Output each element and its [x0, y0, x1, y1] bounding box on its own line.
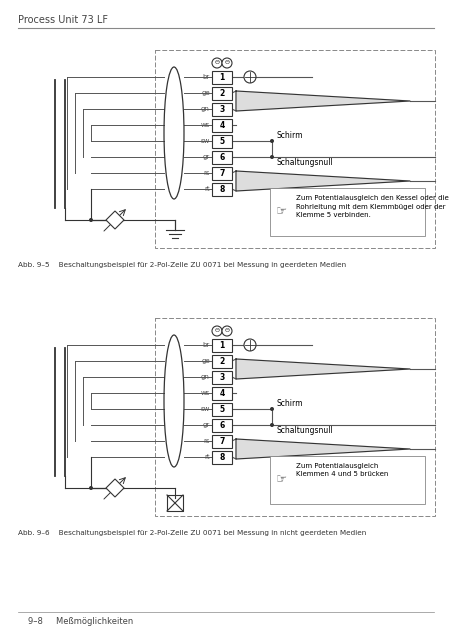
- Circle shape: [212, 58, 221, 68]
- Text: 7: 7: [219, 168, 224, 177]
- Bar: [212, 102, 231, 115]
- Text: 2: 2: [219, 88, 224, 97]
- Text: rs: rs: [203, 438, 210, 444]
- Text: gr: gr: [202, 154, 210, 160]
- Text: gn: gn: [201, 374, 210, 380]
- Bar: [212, 339, 231, 351]
- Text: 5: 5: [219, 136, 224, 145]
- Polygon shape: [235, 439, 409, 459]
- Text: sw: sw: [200, 406, 210, 412]
- Text: ws: ws: [200, 122, 210, 128]
- Bar: [212, 371, 231, 383]
- Bar: [212, 86, 231, 99]
- Text: ge: ge: [201, 358, 210, 364]
- Text: Schirm: Schirm: [276, 399, 303, 408]
- Text: gn: gn: [201, 106, 210, 112]
- Bar: [212, 355, 231, 367]
- Text: 2: 2: [219, 356, 224, 365]
- Text: rt: rt: [204, 454, 210, 460]
- Circle shape: [269, 139, 273, 143]
- Text: 8: 8: [219, 452, 224, 461]
- Polygon shape: [235, 359, 409, 379]
- Text: 6: 6: [219, 420, 224, 429]
- Bar: [212, 403, 231, 415]
- Bar: [212, 451, 231, 463]
- Bar: [269, 188, 424, 236]
- Text: ☞: ☞: [276, 205, 287, 218]
- Text: 9–8     Meßmöglichkeiten: 9–8 Meßmöglichkeiten: [28, 618, 133, 627]
- Text: 3: 3: [219, 372, 224, 381]
- Bar: [212, 166, 231, 179]
- Text: Abb. 9–6    Beschaltungsbeispiel für 2-Pol-Zelle ZU 0071 bei Messung in nicht ge: Abb. 9–6 Beschaltungsbeispiel für 2-Pol-…: [18, 530, 365, 536]
- Circle shape: [269, 407, 273, 411]
- Polygon shape: [235, 171, 409, 191]
- Text: 4: 4: [219, 388, 224, 397]
- Text: 7: 7: [219, 436, 224, 445]
- Text: br: br: [202, 74, 210, 80]
- Bar: [155, 50, 434, 248]
- Text: 1: 1: [219, 340, 224, 349]
- Bar: [269, 456, 424, 504]
- Text: Abb. 9–5    Beschaltungsbeispiel für 2-Pol-Zelle ZU 0071 bei Messung in geerdete: Abb. 9–5 Beschaltungsbeispiel für 2-Pol-…: [18, 262, 345, 268]
- Text: 5: 5: [219, 404, 224, 413]
- Bar: [212, 387, 231, 399]
- Circle shape: [244, 71, 255, 83]
- Text: Zum Potentialausgleich
Klemmen 4 und 5 brücken: Zum Potentialausgleich Klemmen 4 und 5 b…: [295, 463, 387, 477]
- Circle shape: [244, 339, 255, 351]
- Polygon shape: [106, 479, 124, 497]
- Bar: [212, 150, 231, 163]
- Bar: [155, 318, 434, 516]
- Text: Θ: Θ: [214, 328, 219, 333]
- Text: gr: gr: [202, 422, 210, 428]
- Text: Schaltungsnull: Schaltungsnull: [276, 426, 333, 435]
- Text: Schirm: Schirm: [276, 131, 303, 140]
- Text: Θ: Θ: [224, 328, 229, 333]
- Text: Θ: Θ: [214, 61, 219, 65]
- Text: Θ: Θ: [224, 61, 229, 65]
- Bar: [212, 134, 231, 147]
- Circle shape: [221, 326, 231, 336]
- Polygon shape: [106, 211, 124, 229]
- Text: ☞: ☞: [276, 474, 287, 486]
- Bar: [212, 419, 231, 431]
- Text: rs: rs: [203, 170, 210, 176]
- Bar: [212, 182, 231, 195]
- Text: 8: 8: [219, 184, 224, 193]
- Text: 6: 6: [219, 152, 224, 161]
- Bar: [212, 70, 231, 83]
- Text: Process Unit 73 LF: Process Unit 73 LF: [18, 15, 108, 25]
- Polygon shape: [235, 91, 409, 111]
- Text: br: br: [202, 342, 210, 348]
- Circle shape: [269, 423, 273, 427]
- Circle shape: [89, 486, 93, 490]
- Text: 3: 3: [219, 104, 224, 113]
- Circle shape: [269, 155, 273, 159]
- Text: Schaltungsnull: Schaltungsnull: [276, 158, 333, 167]
- Circle shape: [89, 218, 93, 222]
- Circle shape: [212, 326, 221, 336]
- Text: ge: ge: [201, 90, 210, 96]
- Text: 4: 4: [219, 120, 224, 129]
- Text: Zum Potentialausgleich den Kessel oder die
Rohrleitung mit dem Klemmbügel oder d: Zum Potentialausgleich den Kessel oder d…: [295, 195, 448, 218]
- Text: ws: ws: [200, 390, 210, 396]
- Circle shape: [221, 58, 231, 68]
- Text: rt: rt: [204, 186, 210, 192]
- Bar: [212, 118, 231, 131]
- Text: sw: sw: [200, 138, 210, 144]
- Bar: [212, 435, 231, 447]
- Text: 1: 1: [219, 72, 224, 81]
